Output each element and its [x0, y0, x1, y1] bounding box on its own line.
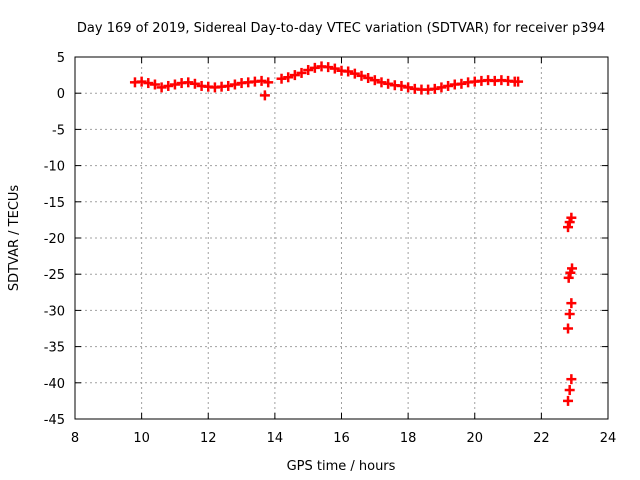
x-tick-label: 22 — [533, 431, 550, 446]
data-point — [513, 76, 524, 87]
data-point — [276, 73, 287, 84]
data-point — [283, 72, 294, 83]
data-point — [323, 62, 334, 73]
data-point — [156, 82, 167, 93]
y-tick-label: -15 — [44, 196, 65, 211]
x-tick-label: 14 — [267, 431, 284, 446]
y-tick-label: -40 — [44, 377, 65, 392]
data-point — [189, 78, 200, 89]
data-series — [129, 61, 578, 406]
data-point — [567, 263, 578, 274]
data-point — [396, 80, 407, 91]
data-point — [436, 82, 447, 93]
y-tick-label: 5 — [57, 51, 65, 66]
y-tick-label: 0 — [57, 87, 65, 102]
data-point — [563, 395, 574, 406]
x-tick-label: 10 — [133, 431, 150, 446]
x-axis-title: GPS time / hours — [287, 459, 396, 474]
x-tick-label: 18 — [400, 431, 417, 446]
x-tick-label: 24 — [600, 431, 617, 446]
y-tick-label: -45 — [44, 413, 65, 428]
chart-title: Day 169 of 2019, Sidereal Day-to-day VTE… — [77, 21, 605, 36]
data-point — [303, 65, 314, 76]
y-axis-title: SDTVAR / TECUs — [7, 185, 22, 292]
y-tick-label: -5 — [52, 123, 65, 138]
data-point — [376, 77, 387, 88]
data-point — [383, 78, 394, 89]
y-tick-label: -10 — [44, 160, 65, 175]
data-point — [296, 67, 307, 78]
x-tick-label: 16 — [333, 431, 350, 446]
y-tick-label: -35 — [44, 341, 65, 356]
data-point — [309, 62, 320, 73]
data-point — [163, 80, 174, 91]
data-point — [403, 82, 414, 93]
grid-lines — [75, 57, 608, 419]
data-point — [566, 298, 577, 309]
data-point — [263, 77, 274, 88]
data-point — [564, 309, 575, 320]
data-point — [329, 63, 340, 74]
data-point — [456, 78, 467, 89]
data-point — [443, 80, 454, 91]
data-point — [356, 70, 367, 81]
y-tick-label: -25 — [44, 268, 65, 283]
data-point — [136, 76, 147, 87]
data-point — [149, 79, 160, 90]
data-point — [363, 72, 374, 83]
data-point — [343, 66, 354, 77]
data-point — [566, 212, 577, 223]
data-point — [564, 385, 575, 396]
data-point — [349, 68, 360, 79]
x-tick-label: 12 — [200, 431, 217, 446]
data-point — [259, 90, 270, 101]
data-point — [429, 83, 440, 94]
data-point — [563, 323, 574, 334]
y-tick-label: -20 — [44, 232, 65, 247]
data-point — [369, 75, 380, 86]
y-tick-label: -30 — [44, 304, 65, 319]
x-tick-label: 8 — [71, 431, 79, 446]
data-point — [143, 78, 154, 89]
data-point — [256, 75, 267, 86]
data-point — [563, 272, 574, 283]
data-point — [183, 77, 194, 88]
x-tick-label: 20 — [466, 431, 483, 446]
data-point — [229, 79, 240, 90]
data-point — [563, 222, 574, 233]
data-point — [566, 374, 577, 385]
data-point — [289, 70, 300, 81]
data-point — [169, 79, 180, 90]
axis-ticks: 8 10 12 14 16 18 20 22 24 5 0 -5 -10 -15 -20 -25 -30 -35 -… — [44, 51, 617, 446]
data-point — [223, 80, 234, 91]
plot-frame — [74, 56, 609, 420]
